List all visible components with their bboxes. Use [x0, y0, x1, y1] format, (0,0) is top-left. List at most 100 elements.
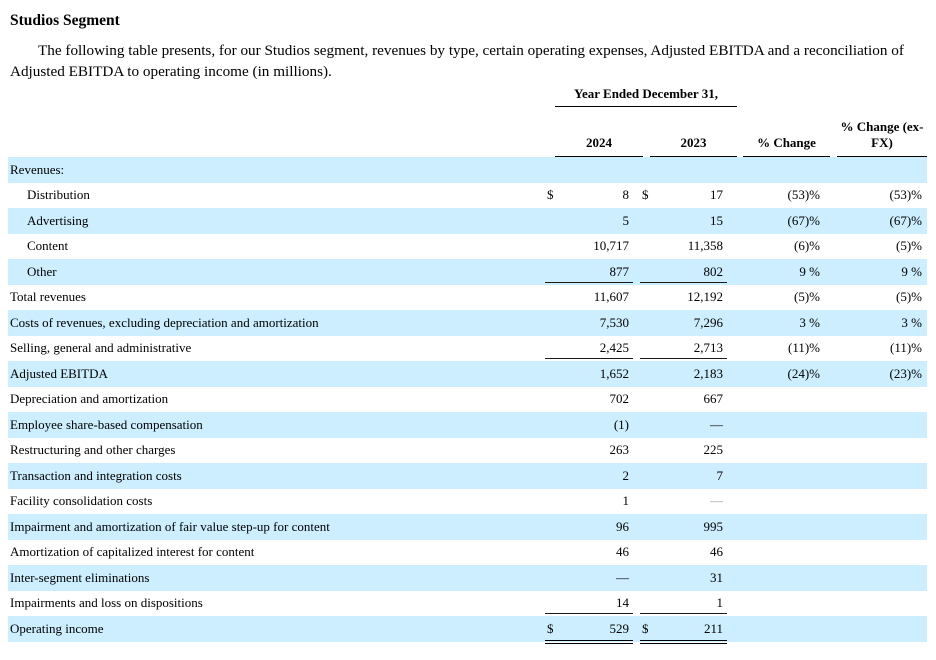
cell-pct-change-ex-fx — [832, 489, 927, 515]
row-label: Facility consolidation costs — [10, 493, 153, 509]
value-2024: 5 — [622, 212, 630, 228]
value-2024: 1,652 — [599, 365, 629, 381]
cell-2024: 1,652 — [545, 361, 633, 387]
value-2023: 7 — [716, 467, 724, 483]
cell-pct-change — [733, 514, 825, 540]
cell-pct-change: (67)% — [787, 212, 821, 228]
cell-2024: 877 — [545, 259, 633, 285]
table-row: Selling, general and administrative 2,425… — [8, 336, 927, 362]
cell-2023: $17 — [640, 183, 727, 209]
value-2023: 31 — [710, 569, 723, 585]
column-header-2023: 2023 — [650, 135, 737, 157]
value-2023: 2,183 — [693, 365, 723, 381]
cell-2024: 702 — [545, 387, 633, 413]
cell-pct-change-ex-fx — [832, 565, 927, 591]
cell-pct-change — [733, 157, 825, 183]
value-2024: 2 — [622, 467, 630, 483]
cell-2023: 2,713 — [640, 336, 727, 362]
value-2024: — — [616, 569, 629, 585]
cell-pct-change-ex-fx: 3 % — [901, 314, 922, 330]
cell-2023: 15 — [640, 208, 727, 234]
cell-2024: $8 — [545, 183, 633, 209]
row-label: Restructuring and other charges — [10, 442, 176, 458]
cell-2024: — — [545, 565, 633, 591]
cell-pct-change — [733, 565, 825, 591]
cell-2024: 263 — [545, 438, 633, 464]
table-row: Costs of revenues, excluding depreciatio… — [8, 310, 927, 336]
row-label: Transaction and integration costs — [10, 467, 182, 483]
table-row: Transaction and integration costs 2 7 — [8, 463, 927, 489]
table-row: Adjusted EBITDA 1,652 2,183 (24)% (23)% — [8, 361, 927, 387]
value-2024: 46 — [616, 544, 629, 560]
cell-pct-change — [733, 463, 825, 489]
row-label: Impairment and amortization of fair valu… — [10, 518, 330, 534]
value-2023: 46 — [710, 544, 723, 560]
cell-2023: 667 — [640, 387, 727, 413]
value-2024: 263 — [609, 442, 630, 458]
cell-pct-change-ex-fx — [832, 514, 927, 540]
cell-2023 — [640, 157, 727, 183]
table-row: Employee share-based compensation (1) — — [8, 412, 927, 438]
table-body: Revenues: Distribution $8 $17 (53)% (53)% Adve… — [8, 157, 927, 643]
value-2024: (1) — [613, 416, 629, 432]
value-2024: 2,425 — [599, 340, 629, 356]
table-row: Impairment and amortization of fair valu… — [8, 514, 927, 540]
cell-pct-change: (6)% — [794, 238, 820, 254]
cell-pct-change-ex-fx — [832, 157, 927, 183]
value-2023: 12,192 — [687, 289, 723, 305]
cell-pct-change-ex-fx: (67)% — [889, 212, 923, 228]
column-header-pct-change: % Change — [743, 135, 830, 157]
row-label: Content — [27, 238, 69, 254]
value-2023: — — [710, 416, 723, 432]
cell-2023: 46 — [640, 540, 727, 566]
dollar-sign: $ — [547, 187, 554, 203]
table-row: Advertising 5 15 (67)% (67)% — [8, 208, 927, 234]
value-2024: 10,717 — [593, 238, 629, 254]
table-row: Revenues: — [8, 157, 927, 183]
cell-pct-change-ex-fx: (11)% — [889, 340, 922, 356]
cell-2023: — — [640, 489, 727, 515]
cell-pct-change — [733, 489, 825, 515]
value-2024: 702 — [609, 391, 630, 407]
row-label: Amortization of capitalized interest for… — [10, 544, 255, 560]
row-label: Adjusted EBITDA — [10, 365, 108, 381]
cell-2023: 7 — [640, 463, 727, 489]
value-2024: 877 — [609, 263, 630, 279]
table-row: Other 877 802 9 % 9 % — [8, 259, 927, 285]
value-2023: 225 — [703, 442, 724, 458]
table-row: Operating income $529 $211 — [8, 616, 927, 643]
cell-pct-change: (24)% — [787, 365, 821, 381]
cell-pct-change-ex-fx — [832, 412, 927, 438]
cell-pct-change-ex-fx: 9 % — [901, 263, 922, 279]
cell-2024: $529 — [545, 616, 633, 643]
cell-pct-change-ex-fx — [832, 591, 927, 617]
table-row: Impairments and loss on dispositions 14 1 — [8, 591, 927, 617]
table-row: Distribution $8 $17 (53)% (53)% — [8, 183, 927, 209]
row-label: Employee share-based compensation — [10, 416, 203, 432]
value-2023: 802 — [703, 263, 724, 279]
cell-pct-change — [733, 438, 825, 464]
value-2023: 15 — [710, 212, 723, 228]
row-label: Costs of revenues, excluding depreciatio… — [10, 314, 319, 330]
table-row: Restructuring and other charges 263 225 — [8, 438, 927, 464]
cell-2023: 31 — [640, 565, 727, 591]
row-label: Distribution — [27, 187, 90, 203]
column-header-pct-change-ex-fx: % Change (ex-FX) — [837, 119, 927, 157]
cell-2024: 7,530 — [545, 310, 633, 336]
dollar-sign: $ — [642, 620, 649, 636]
cell-pct-change: (53)% — [787, 187, 821, 203]
table-row: Facility consolidation costs 1 — — [8, 489, 927, 515]
cell-2024: 2,425 — [545, 336, 633, 362]
row-label: Operating income — [10, 620, 104, 636]
cell-pct-change-ex-fx: (5)% — [896, 289, 922, 305]
cell-2024: 1 — [545, 489, 633, 515]
table-row: Content 10,717 11,358 (6)% (5)% — [8, 234, 927, 260]
value-2023: 667 — [703, 391, 724, 407]
table-row: Inter-segment eliminations — 31 — [8, 565, 927, 591]
value-2023: 11,358 — [687, 238, 723, 254]
cell-2023: 12,192 — [640, 285, 727, 311]
cell-pct-change: (11)% — [787, 340, 820, 356]
cell-2024: 5 — [545, 208, 633, 234]
cell-2023: — — [640, 412, 727, 438]
